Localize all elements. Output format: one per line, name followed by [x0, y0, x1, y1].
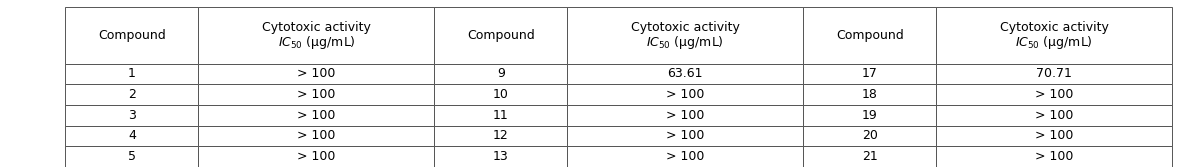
Text: $IC_{50}$ (μg/mL): $IC_{50}$ (μg/mL): [277, 34, 356, 51]
Bar: [937, 84, 1172, 105]
Bar: [434, 146, 568, 167]
Text: 3: 3: [129, 109, 136, 122]
Bar: [199, 126, 434, 146]
Text: > 100: > 100: [666, 129, 704, 142]
Bar: [434, 126, 568, 146]
Text: 11: 11: [493, 109, 509, 122]
Text: 63.61: 63.61: [668, 67, 703, 80]
Text: 17: 17: [862, 67, 878, 80]
Bar: [199, 64, 434, 84]
Bar: [568, 105, 803, 126]
Text: > 100: > 100: [666, 88, 704, 101]
Text: $IC_{50}$ (μg/mL): $IC_{50}$ (μg/mL): [1015, 34, 1094, 51]
Text: 2: 2: [129, 88, 136, 101]
Bar: [199, 7, 434, 64]
Text: 70.71: 70.71: [1036, 67, 1072, 80]
Bar: [434, 7, 568, 64]
Bar: [803, 7, 937, 64]
Text: > 100: > 100: [298, 129, 336, 142]
Text: > 100: > 100: [1035, 129, 1073, 142]
Text: 18: 18: [862, 88, 878, 101]
Bar: [568, 126, 803, 146]
Bar: [937, 105, 1172, 126]
Text: 13: 13: [493, 150, 509, 163]
Bar: [803, 64, 937, 84]
Bar: [199, 105, 434, 126]
Bar: [803, 84, 937, 105]
Bar: [937, 146, 1172, 167]
Bar: [937, 64, 1172, 84]
Text: > 100: > 100: [666, 150, 704, 163]
Bar: [568, 7, 803, 64]
Text: > 100: > 100: [298, 88, 336, 101]
Bar: [65, 64, 199, 84]
Bar: [937, 7, 1172, 64]
Text: > 100: > 100: [666, 109, 704, 122]
Bar: [199, 146, 434, 167]
Bar: [803, 105, 937, 126]
Bar: [803, 146, 937, 167]
Bar: [199, 84, 434, 105]
Text: > 100: > 100: [298, 150, 336, 163]
Bar: [65, 146, 199, 167]
Text: 20: 20: [862, 129, 878, 142]
Text: 1: 1: [129, 67, 136, 80]
Bar: [937, 126, 1172, 146]
Bar: [65, 7, 199, 64]
Text: Compound: Compound: [835, 29, 903, 42]
Text: 12: 12: [493, 129, 509, 142]
Bar: [803, 126, 937, 146]
Text: > 100: > 100: [1035, 109, 1073, 122]
Text: Cytotoxic activity: Cytotoxic activity: [1000, 21, 1109, 34]
Bar: [434, 84, 568, 105]
Text: 19: 19: [862, 109, 878, 122]
Bar: [65, 105, 199, 126]
Text: $IC_{50}$ (μg/mL): $IC_{50}$ (μg/mL): [646, 34, 725, 51]
Text: 9: 9: [497, 67, 505, 80]
Bar: [568, 84, 803, 105]
Bar: [434, 105, 568, 126]
Bar: [434, 64, 568, 84]
Text: 21: 21: [862, 150, 878, 163]
Text: > 100: > 100: [1035, 88, 1073, 101]
Bar: [568, 146, 803, 167]
Text: 4: 4: [129, 129, 136, 142]
Text: Compound: Compound: [98, 29, 165, 42]
Text: > 100: > 100: [1035, 150, 1073, 163]
Bar: [65, 126, 199, 146]
Bar: [65, 84, 199, 105]
Text: > 100: > 100: [298, 109, 336, 122]
Bar: [568, 64, 803, 84]
Text: 10: 10: [493, 88, 509, 101]
Text: 5: 5: [129, 150, 136, 163]
Text: > 100: > 100: [298, 67, 336, 80]
Text: Compound: Compound: [466, 29, 534, 42]
Text: Cytotoxic activity: Cytotoxic activity: [631, 21, 740, 34]
Text: Cytotoxic activity: Cytotoxic activity: [262, 21, 371, 34]
